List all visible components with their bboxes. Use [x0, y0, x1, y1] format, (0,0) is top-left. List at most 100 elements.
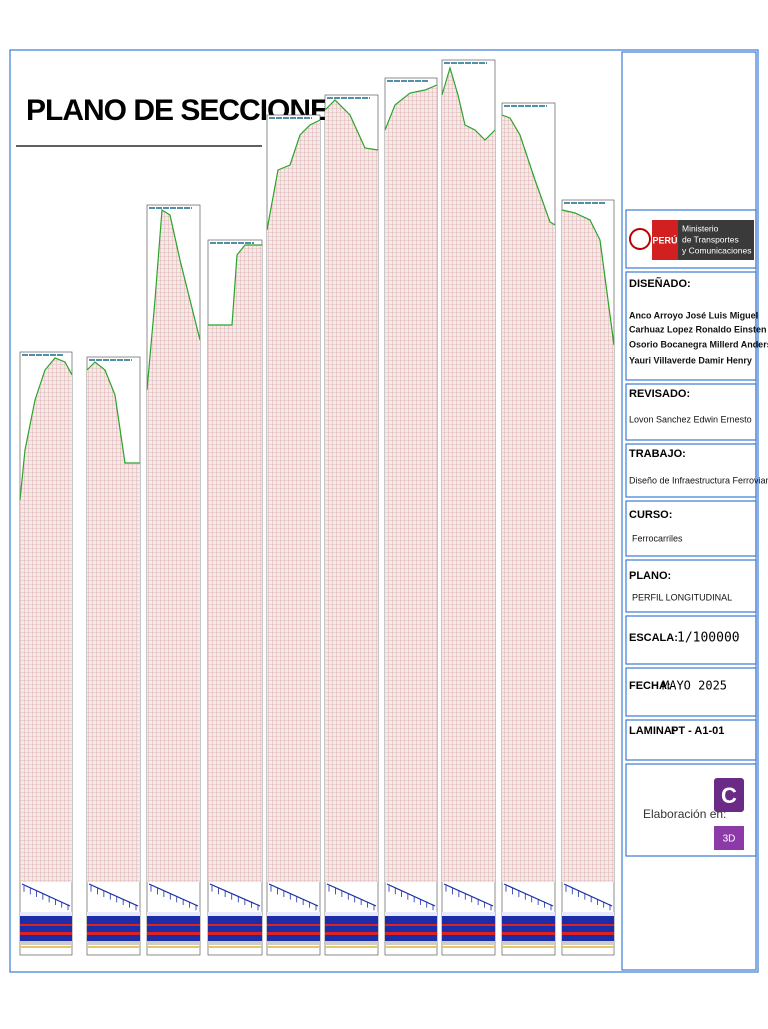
- cell-value: Ferrocarriles: [632, 533, 683, 543]
- cell-value: PT - A1-01: [671, 725, 724, 737]
- data-band: [502, 941, 555, 945]
- data-band: [147, 932, 200, 935]
- profile-grid: [562, 210, 614, 882]
- data-band: [502, 935, 555, 941]
- cell-value: Lovon Sanchez Edwin Ernesto: [629, 414, 752, 424]
- data-band: [208, 941, 262, 945]
- cell-label: TRABAJO:: [629, 448, 686, 460]
- data-band: [147, 946, 200, 948]
- data-band: [385, 935, 437, 941]
- software-icon-sub: 3D: [723, 834, 736, 845]
- data-band: [87, 912, 140, 916]
- data-band: [267, 912, 320, 916]
- cell-value: MAYO 2025: [662, 679, 727, 693]
- data-band: [20, 941, 72, 945]
- designer-name: Yauri Villaverde Damir Henry: [629, 355, 752, 365]
- profile-grid: [267, 120, 320, 882]
- data-band: [87, 916, 140, 924]
- cell: [625, 719, 757, 761]
- data-band: [562, 924, 614, 926]
- terrain-profile: [501, 114, 556, 226]
- data-band: [87, 935, 140, 941]
- cell: [625, 559, 757, 613]
- cell-value: Diseño de Infraestructura Ferroviaria: [629, 475, 768, 485]
- data-band: [147, 926, 200, 932]
- data-band: [502, 932, 555, 935]
- data-band: [20, 916, 72, 924]
- terrain-profile: [19, 357, 73, 501]
- logo-box: [625, 209, 757, 269]
- profile-grid: [147, 210, 200, 882]
- terrain-profile: [86, 361, 140, 464]
- data-band: [442, 935, 495, 941]
- data-band: [325, 932, 378, 935]
- data-band: [147, 912, 200, 916]
- data-band: [442, 912, 495, 916]
- software-label: Elaboración en:: [643, 807, 726, 821]
- title-block: PERÚ Ministerio de Transportes y Comunic…: [625, 209, 768, 857]
- cell: [625, 443, 757, 498]
- data-band: [208, 935, 262, 941]
- data-band: [325, 924, 378, 926]
- data-band: [208, 916, 262, 924]
- data-band: [385, 916, 437, 924]
- data-band: [208, 926, 262, 932]
- profile-grid: [442, 68, 495, 882]
- cell-label: REVISADO:: [629, 388, 690, 400]
- terrain-profile: [384, 84, 438, 131]
- data-band: [502, 924, 555, 926]
- data-band: [442, 924, 495, 926]
- cell-label: FECHA:: [629, 680, 671, 692]
- data-band: [20, 935, 72, 941]
- data-band: [442, 941, 495, 945]
- cell-label: LAMINA:: [629, 725, 675, 737]
- data-band: [325, 941, 378, 945]
- data-band: [267, 916, 320, 924]
- data-band: [442, 946, 495, 948]
- data-band: [385, 941, 437, 945]
- cell: [625, 615, 757, 665]
- profile-grid: [87, 362, 140, 882]
- terrain-profile: [146, 208, 201, 391]
- profile-grid: [325, 100, 378, 882]
- data-band: [562, 912, 614, 916]
- cell-value: PERFIL LONGITUDINAL: [632, 592, 732, 602]
- data-band: [208, 912, 262, 916]
- data-band: [147, 941, 200, 945]
- profile-grid: [208, 245, 262, 882]
- data-band: [147, 916, 200, 924]
- data-band: [267, 935, 320, 941]
- data-band: [442, 932, 495, 935]
- data-band: [208, 932, 262, 935]
- cell-label: ESCALA:: [629, 632, 678, 644]
- terrain-profile: [208, 244, 262, 326]
- profile-grid: [385, 85, 437, 882]
- coat-of-arms: [629, 228, 651, 250]
- data-band: [20, 924, 72, 926]
- data-band: [562, 932, 614, 935]
- data-band: [325, 916, 378, 924]
- data-band: [20, 946, 72, 948]
- data-band: [147, 935, 200, 941]
- cell: [625, 271, 757, 381]
- data-band: [502, 926, 555, 932]
- data-band: [325, 935, 378, 941]
- data-band: [502, 946, 555, 948]
- data-band: [87, 946, 140, 948]
- cell: [625, 667, 757, 717]
- data-band: [385, 932, 437, 935]
- cell: [625, 383, 757, 441]
- peru-flag-block: [652, 220, 678, 260]
- cell: [625, 763, 757, 857]
- logo-line: de Transportes: [682, 234, 739, 244]
- data-band: [267, 941, 320, 945]
- cell-label: DISEÑADO:: [629, 277, 691, 290]
- data-band: [325, 926, 378, 932]
- data-band: [20, 926, 72, 932]
- data-band: [562, 946, 614, 948]
- logo-line: y Comunicaciones: [682, 245, 751, 255]
- sheet-border: [9, 49, 759, 973]
- ministry-block: [678, 220, 754, 260]
- data-band: [562, 916, 614, 924]
- data-band: [267, 924, 320, 926]
